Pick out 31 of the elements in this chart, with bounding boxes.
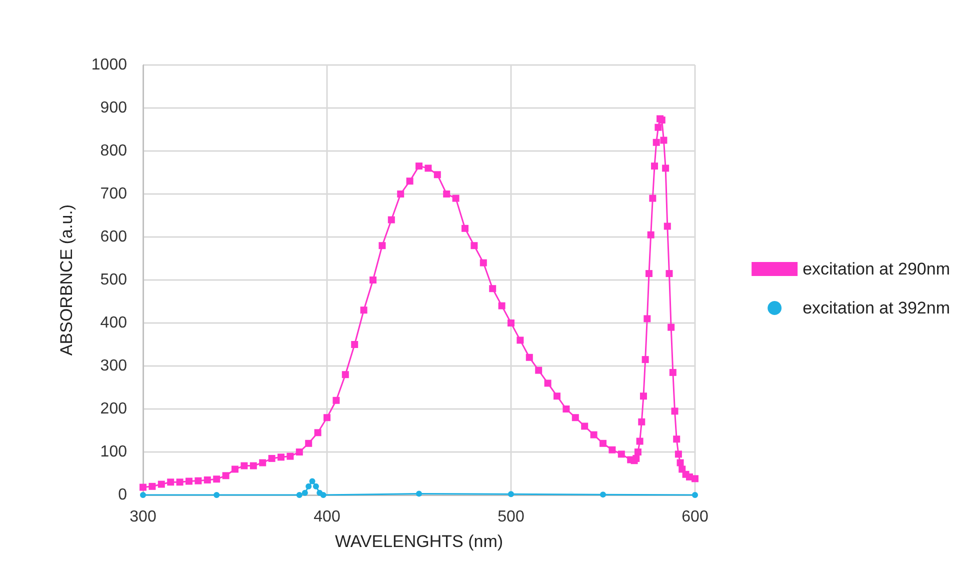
x-tick-label: 400 [314, 508, 340, 526]
y-tick-label: 800 [100, 142, 128, 160]
y-tick-label: 1000 [91, 56, 128, 74]
point [416, 490, 422, 497]
x-axis-title: WAVELENGHTS (nm) [334, 532, 504, 551]
point [309, 478, 316, 484]
point [296, 492, 302, 498]
point [302, 490, 308, 496]
x-tick-label: 600 [682, 508, 708, 526]
point [692, 492, 698, 498]
y-tick-label: 600 [100, 228, 128, 246]
legend-label: excitation at 392nm [802, 298, 950, 318]
y-tick-label: 900 [100, 100, 128, 116]
y-axis-title: ABSORBNCE (a.u.) [57, 204, 76, 356]
x-tick-label: 300 [130, 508, 156, 526]
y-tick-label: 700 [100, 186, 128, 202]
y-tick-label: 200 [100, 400, 128, 418]
legend-label: excitation at 290nm [802, 260, 950, 278]
point [214, 492, 220, 498]
y-tick-label: 500 [100, 272, 128, 288]
point [312, 483, 319, 490]
point [320, 492, 326, 498]
point [140, 492, 146, 498]
point [600, 492, 606, 498]
y-tick-label: 400 [100, 314, 128, 332]
y-tick-label: 0 [118, 486, 128, 504]
point [306, 483, 312, 490]
point [508, 491, 514, 498]
x-tick-label: 500 [498, 508, 524, 526]
y-tick-label: 300 [100, 358, 128, 374]
y-tick-label: 100 [100, 444, 128, 460]
